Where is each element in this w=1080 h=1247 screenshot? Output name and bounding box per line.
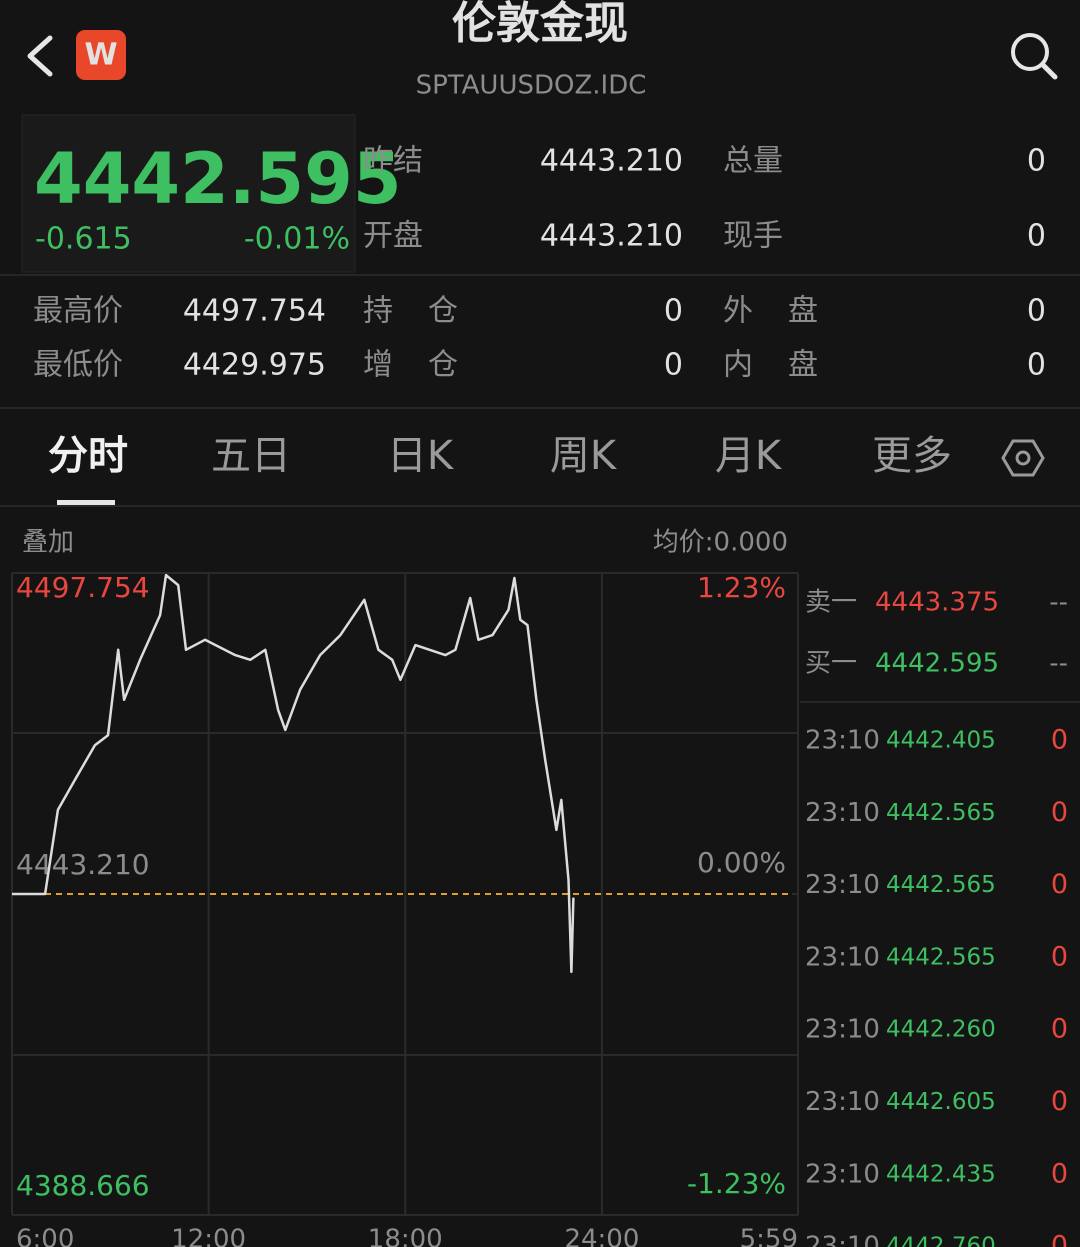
average-price: 均价:0.000 [653, 528, 788, 558]
quote-box [21, 114, 356, 273]
trade-price: 4442.405 [886, 728, 996, 754]
stat-value: 4443.210 [540, 144, 683, 179]
app-badge-letter: W [84, 38, 117, 73]
trade-time: 23:10 [805, 798, 880, 828]
stat-value: 0 [1027, 294, 1046, 329]
stat-value: 0 [664, 348, 683, 383]
stat-label: 增 仓 [363, 348, 458, 383]
trade-time: 23:10 [805, 726, 880, 756]
stat-value: 4497.754 [183, 294, 326, 329]
y2-tick-label: 0.00% [697, 846, 786, 879]
order-volume: -- [1049, 588, 1068, 618]
trade-price: 4442.565 [886, 872, 996, 898]
trade-time: 23:10 [805, 942, 880, 972]
trade-time: 23:10 [805, 870, 880, 900]
title: 伦敦金现 [452, 0, 628, 49]
trade-volume: 0 [1051, 941, 1068, 972]
trade-price: 4442.260 [886, 1017, 996, 1043]
search-handle [1040, 62, 1058, 80]
trade-volume: 0 [1051, 1086, 1068, 1117]
trade-price: 4442.565 [886, 944, 996, 970]
x-tick-label: 24:00 [564, 1225, 639, 1247]
y-tick-label: 4443.210 [16, 848, 150, 881]
y2-tick-label: 1.23% [697, 571, 786, 604]
last-price: 4442.595 [34, 138, 402, 220]
trade-volume: 0 [1051, 725, 1068, 756]
stat-label: 持 仓 [363, 294, 458, 329]
trade-price: 4442.760 [886, 1234, 996, 1247]
trade-time: 23:10 [805, 1087, 880, 1117]
settings-button[interactable] [1001, 439, 1045, 477]
app-badge [76, 30, 126, 80]
stat-label: 现手 [723, 219, 783, 254]
y-tick-label: 4388.666 [16, 1169, 150, 1202]
trade-volume: 0 [1051, 1014, 1068, 1045]
x-tick-label: 6:00 [16, 1225, 74, 1247]
tab[interactable]: 周K [550, 433, 618, 479]
change: -0.615 [35, 222, 132, 257]
stat-label: 开盘 [363, 219, 423, 254]
trade-volume: 0 [1051, 797, 1068, 828]
trade-price: 4442.435 [886, 1161, 996, 1187]
change-percent: -0.01% [244, 222, 350, 257]
trade-volume: 0 [1051, 1158, 1068, 1189]
stat-value: 0 [1027, 144, 1046, 179]
trade-price: 4442.605 [886, 1089, 996, 1115]
order-volume: -- [1049, 649, 1068, 679]
order-price: 4443.375 [875, 588, 999, 618]
y2-tick-label: -1.23% [687, 1167, 786, 1200]
price-line [12, 573, 575, 974]
y-tick-label: 4497.754 [16, 571, 150, 604]
stat-label: 最高价 [33, 294, 123, 329]
trade-time: 23:10 [805, 1015, 880, 1045]
stat-label: 最低价 [33, 348, 123, 383]
stat-label: 内 盘 [723, 348, 818, 383]
stat-label: 外 盘 [723, 294, 818, 329]
subtitle: SPTAUUSDOZ.IDC [416, 71, 647, 101]
stat-value: 4429.975 [183, 348, 326, 383]
x-tick-label: 5:59 [740, 1225, 798, 1247]
active-tab-underline [57, 500, 115, 505]
trade-price: 4442.565 [886, 800, 996, 826]
stat-value: 0 [1027, 219, 1046, 254]
settings-icon [1001, 439, 1045, 477]
trade-time: 23:10 [805, 1159, 880, 1189]
stat-value: 4443.210 [540, 219, 683, 254]
back-button[interactable] [27, 35, 53, 77]
x-tick-label: 18:00 [368, 1225, 443, 1247]
stat-label: 昨结 [363, 144, 423, 179]
tab[interactable]: 月K [715, 433, 783, 479]
x-tick-label: 12:00 [171, 1225, 246, 1247]
stat-value: 0 [664, 294, 683, 329]
order-label: 卖一 [805, 588, 857, 618]
order-label: 买一 [805, 649, 857, 679]
overlay-button: 叠加 [22, 528, 74, 558]
settings-icon-dot [1015, 450, 1031, 466]
tab[interactable]: 五日 [211, 433, 291, 479]
trade-time: 23:10 [805, 1232, 880, 1247]
stat-label: 总量 [723, 144, 783, 179]
tab[interactable]: 更多 [872, 433, 952, 479]
order-price: 4442.595 [875, 649, 999, 679]
trade-volume: 0 [1051, 1231, 1068, 1247]
tab[interactable]: 分时 [48, 433, 128, 479]
search-button[interactable] [1011, 33, 1049, 71]
tab[interactable]: 日K [387, 433, 455, 479]
trade-volume: 0 [1051, 869, 1068, 900]
stat-value: 0 [1027, 348, 1046, 383]
